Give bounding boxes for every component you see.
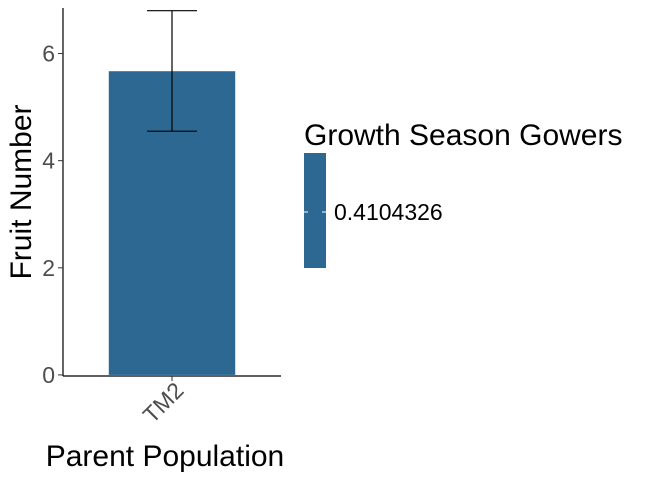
y-tick-label: 0	[42, 362, 55, 388]
legend-entry-label: 0.4104326	[334, 199, 443, 225]
y-axis-title: Fruit Number	[5, 104, 38, 279]
x-ticks: TM2	[138, 376, 189, 428]
y-tick-label: 2	[42, 255, 55, 281]
error-bar-TM2	[147, 10, 197, 132]
y-ticks: 0 2 4 6	[42, 41, 63, 388]
legend-title: Growth Season Gowers	[304, 119, 622, 152]
x-tick-label: TM2	[138, 377, 189, 428]
y-tick-label: 6	[42, 41, 55, 67]
x-axis-title: Parent Population	[46, 440, 285, 473]
y-tick-label: 4	[42, 148, 55, 174]
legend-colorbar	[304, 153, 326, 268]
error-bars-layer	[147, 10, 197, 132]
